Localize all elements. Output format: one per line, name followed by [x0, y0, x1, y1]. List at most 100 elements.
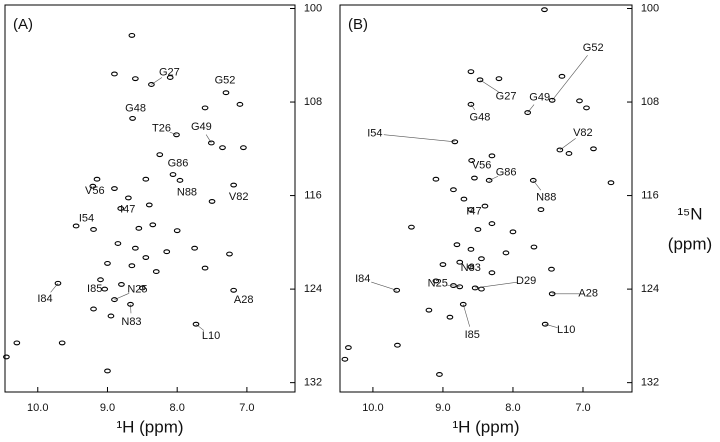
peak	[453, 242, 461, 248]
peak-label: V56	[472, 159, 492, 171]
peak	[173, 228, 181, 234]
peak	[432, 176, 440, 182]
y-tick-label: 132	[641, 377, 659, 389]
peak-label: I84	[355, 273, 370, 285]
peak	[456, 259, 464, 265]
peak	[576, 98, 583, 104]
peak	[471, 175, 478, 181]
peak	[72, 223, 80, 229]
peak-label: G48	[470, 111, 491, 123]
peak	[467, 246, 475, 252]
peak-label: A28	[578, 288, 598, 300]
peak-label: I47	[120, 203, 135, 215]
peak	[467, 101, 475, 107]
peak	[129, 115, 136, 121]
x-axis-title: ¹H (ppm)	[116, 417, 183, 436]
peak	[590, 146, 597, 152]
peak	[93, 176, 101, 182]
peak	[127, 301, 134, 307]
x-axis-title: ¹H (ppm)	[452, 417, 519, 436]
peak-label: N83	[121, 316, 141, 328]
x-tick-label: 9.0	[100, 402, 115, 414]
peak	[219, 145, 226, 151]
peak	[341, 356, 349, 362]
peak-label: N88	[177, 186, 197, 198]
y-axis-title: (ppm)	[668, 234, 712, 253]
peak-label: V56	[85, 185, 105, 197]
peak	[128, 263, 136, 269]
peak-label: L10	[202, 330, 220, 342]
leader-line	[195, 323, 205, 331]
leader-line	[446, 284, 460, 288]
peak	[226, 251, 233, 257]
peak	[142, 255, 150, 260]
peak	[114, 241, 122, 246]
peak-label: N25	[428, 278, 448, 290]
x-tick-label: 8.0	[505, 402, 520, 414]
peak-label: I54	[79, 212, 94, 224]
peak	[436, 372, 443, 377]
peak	[111, 71, 118, 77]
y-tick-label: 124	[304, 283, 322, 295]
peak-label: V82	[229, 191, 249, 203]
peak	[478, 256, 485, 262]
peak	[104, 368, 111, 374]
peak	[104, 260, 111, 266]
peak	[163, 249, 171, 255]
x-tick-label: 10.0	[27, 402, 48, 414]
peak	[548, 291, 556, 297]
peak	[451, 139, 459, 145]
peak	[456, 284, 464, 290]
peak	[478, 286, 485, 292]
peak	[107, 313, 115, 319]
peak	[393, 287, 401, 293]
peak	[548, 266, 555, 272]
peak	[468, 158, 475, 163]
peak	[459, 301, 467, 307]
peak	[117, 205, 125, 211]
peak-label: I85	[465, 329, 480, 341]
peak	[111, 297, 118, 303]
leader-line	[545, 323, 558, 329]
peak	[240, 145, 247, 151]
peak	[394, 342, 401, 348]
peak-label: I84	[37, 293, 52, 305]
peak-label: G52	[215, 75, 236, 87]
leader-line	[527, 104, 535, 113]
peak-label: L10	[557, 324, 575, 336]
x-tick-label: 7.0	[575, 402, 590, 414]
peak	[145, 202, 153, 208]
x-tick-label: 9.0	[435, 402, 450, 414]
peak	[408, 224, 415, 230]
peak-label: G86	[168, 157, 189, 169]
peak	[191, 245, 198, 251]
peak	[142, 176, 150, 182]
panel-label: (B)	[348, 16, 368, 33]
peak	[541, 7, 548, 13]
peak-label: V82	[573, 127, 593, 139]
peak-label: I54	[367, 128, 382, 140]
y-tick-label: 116	[641, 189, 659, 201]
leader-line	[462, 304, 471, 327]
peak	[230, 287, 238, 293]
peak	[166, 75, 174, 80]
peak	[3, 354, 10, 360]
peak	[132, 245, 139, 251]
peak	[90, 306, 97, 312]
x-tick-label: 7.0	[239, 402, 254, 414]
leader-line	[475, 281, 518, 289]
peak	[208, 198, 216, 204]
y-tick-label: 132	[304, 377, 322, 389]
plot-frame	[339, 4, 633, 393]
peak	[192, 321, 200, 327]
peak	[118, 281, 125, 287]
leader-line	[559, 138, 576, 151]
peak	[101, 286, 109, 292]
peak	[152, 269, 160, 275]
peak	[474, 227, 482, 232]
peak	[541, 321, 549, 327]
peak	[488, 270, 496, 276]
peak	[345, 345, 352, 351]
peak	[90, 227, 97, 232]
